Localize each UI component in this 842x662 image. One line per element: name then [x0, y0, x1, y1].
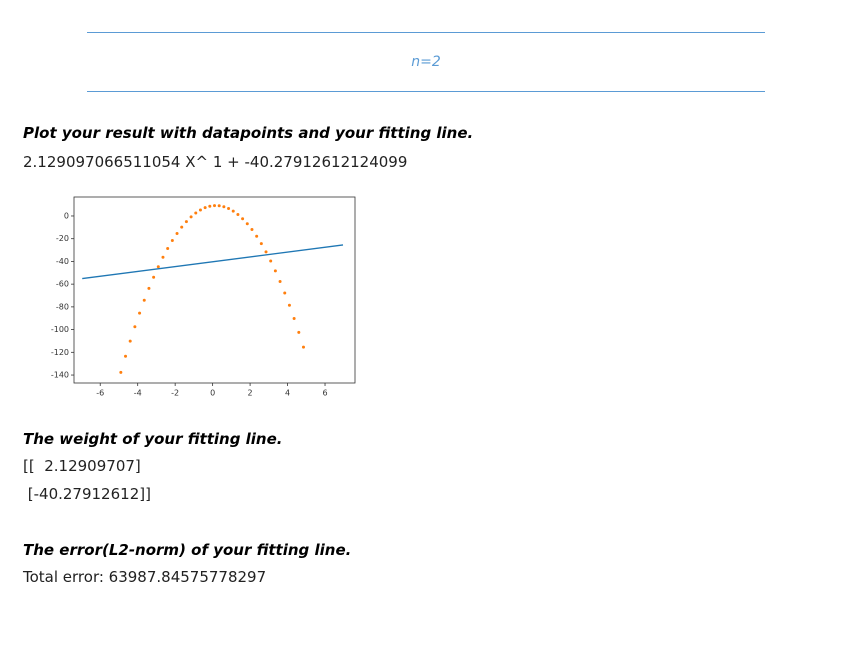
- y-tick-label: -140: [51, 371, 69, 380]
- x-tick-label: 6: [322, 389, 327, 398]
- x-tick-label: -4: [134, 389, 142, 398]
- heading: The error(L2-norm) of your fitting line.: [23, 541, 352, 559]
- data-point: [283, 291, 287, 295]
- data-point: [217, 204, 221, 208]
- data-point: [133, 325, 137, 329]
- data-point: [264, 250, 268, 254]
- data-point: [236, 212, 240, 216]
- fit-line: [82, 244, 344, 280]
- cell-label: n=2: [411, 54, 441, 70]
- data-point: [124, 354, 128, 358]
- y-tick-label: 0: [64, 211, 69, 220]
- data-point: [227, 206, 231, 210]
- data-point: [152, 275, 156, 279]
- y-tick-label: -40: [56, 257, 69, 266]
- data-point: [166, 246, 170, 250]
- data-point: [203, 206, 207, 210]
- data-point: [259, 242, 263, 246]
- data-point: [301, 345, 305, 349]
- data-point: [250, 227, 254, 231]
- y-tick-label: -120: [51, 348, 69, 357]
- output-line: 2.129097066511054 X^ 1 + -40.27912612124…: [23, 153, 408, 171]
- rule: [87, 91, 765, 92]
- data-point: [147, 286, 151, 290]
- data-point: [170, 239, 174, 243]
- rule: [87, 32, 765, 33]
- data-point: [189, 215, 193, 219]
- data-point: [161, 255, 165, 259]
- x-tick-label: -6: [96, 389, 104, 398]
- data-point: [128, 339, 132, 343]
- data-point: [213, 204, 216, 208]
- data-point: [273, 269, 277, 273]
- data-point: [175, 231, 179, 235]
- plot-frame: [73, 196, 356, 384]
- y-tick-label: -20: [56, 234, 69, 243]
- heading: Plot your result with datapoints and you…: [23, 124, 474, 142]
- data-point: [208, 204, 212, 208]
- data-point: [245, 222, 249, 226]
- data-point: [198, 208, 202, 212]
- data-point: [297, 330, 301, 334]
- chart: -6 -4 -2 0 2 4 6-140-120-100-80-60-40-200: [51, 196, 356, 398]
- data-point: [269, 259, 273, 263]
- heading: The weight of your fitting line.: [23, 430, 283, 448]
- output-line: [-40.27912612]]: [23, 485, 151, 503]
- data-point: [231, 209, 235, 213]
- y-tick-label: -80: [56, 302, 69, 311]
- data-point: [142, 298, 146, 302]
- data-point: [180, 225, 184, 229]
- data-point: [222, 205, 226, 209]
- data-point: [255, 234, 259, 238]
- data-point: [292, 316, 296, 320]
- output-line: [[ 2.12909707]: [23, 457, 141, 475]
- x-tick-label: 4: [285, 389, 290, 398]
- data-point: [184, 220, 188, 224]
- data-point: [138, 311, 142, 315]
- data-point: [156, 265, 160, 269]
- data-point: [119, 370, 123, 374]
- output-line: Total error: 63987.84575778297: [23, 568, 267, 586]
- data-point: [278, 280, 282, 284]
- x-tick-label: 0: [210, 389, 215, 398]
- y-tick-label: -100: [51, 325, 69, 334]
- data-point: [194, 211, 198, 215]
- data-point: [287, 303, 291, 307]
- x-tick-label: -2: [171, 389, 179, 398]
- y-tick-label: -60: [56, 280, 69, 289]
- data-point: [241, 217, 245, 221]
- x-tick-label: 2: [248, 389, 253, 398]
